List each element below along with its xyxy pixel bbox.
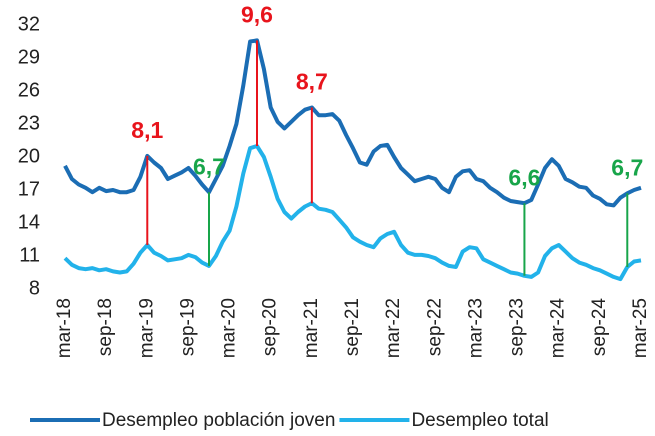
y-tick-label: 11 bbox=[19, 244, 40, 266]
x-tick-label: mar-22 bbox=[383, 298, 404, 358]
legend-label: Desempleo población joven bbox=[102, 410, 335, 431]
gap-label: 8,1 bbox=[131, 117, 163, 143]
y-tick-label: 26 bbox=[18, 79, 40, 101]
y-tick-label: 29 bbox=[18, 46, 40, 68]
gap-label: 6,7 bbox=[193, 153, 225, 179]
x-tick-label: mar-23 bbox=[465, 298, 486, 358]
x-tick-label: mar-19 bbox=[136, 298, 157, 358]
series-line bbox=[63, 144, 642, 282]
gap-label: 6,6 bbox=[508, 164, 540, 190]
x-tick-label: sep-19 bbox=[177, 298, 198, 356]
y-tick-label: 23 bbox=[18, 112, 40, 134]
legend: Desempleo población joven Desempleo total bbox=[30, 410, 549, 431]
series-line bbox=[63, 38, 642, 208]
x-tick-label: mar-24 bbox=[548, 298, 569, 359]
gap-label: 6,7 bbox=[611, 154, 643, 180]
y-tick-label: 14 bbox=[18, 211, 40, 233]
x-tick-label: sep-24 bbox=[589, 298, 610, 357]
x-tick-label: sep-18 bbox=[95, 298, 116, 356]
x-tick-label: mar-18 bbox=[54, 298, 75, 358]
x-tick-label: sep-20 bbox=[260, 298, 281, 356]
x-tick-label: mar-21 bbox=[301, 298, 322, 358]
gap-label: 8,7 bbox=[296, 69, 328, 95]
gap-label: 9,6 bbox=[241, 1, 273, 27]
x-tick-label: mar-20 bbox=[219, 298, 240, 358]
y-tick-label: 17 bbox=[18, 178, 40, 200]
x-tick-label: sep-22 bbox=[424, 298, 445, 356]
y-tick-label: 8 bbox=[29, 277, 40, 299]
y-tick-label: 20 bbox=[18, 145, 40, 167]
legend-label: Desempleo total bbox=[411, 410, 548, 431]
y-tick-label: 32 bbox=[18, 13, 40, 35]
x-tick-label: mar-25 bbox=[630, 298, 651, 358]
x-tick-label: sep-21 bbox=[342, 298, 363, 356]
x-tick-label: sep-23 bbox=[507, 298, 528, 356]
